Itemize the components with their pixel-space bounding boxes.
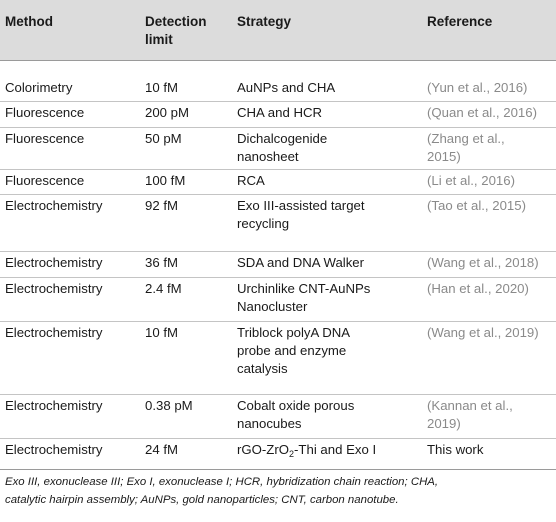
cell-strategy-line: Dichalcogenide bbox=[237, 131, 328, 146]
cell-method: Fluorescence bbox=[5, 173, 85, 188]
cell-strategy: rGO-ZrO2-Thi and Exo I bbox=[237, 441, 376, 459]
cell-method: Fluorescence bbox=[5, 105, 85, 120]
row-divider bbox=[0, 101, 556, 102]
table-header-background bbox=[0, 0, 556, 60]
cell-method: Colorimetry bbox=[5, 80, 73, 95]
strategy-subscript: 2 bbox=[289, 449, 295, 459]
row-divider bbox=[0, 127, 556, 128]
cell-reference: This work bbox=[427, 442, 484, 457]
cell-strategy-line: AuNPs and CHA bbox=[237, 80, 336, 95]
cell-method: Electrochemistry bbox=[5, 442, 103, 457]
cell-strategy-line: SDA and DNA Walker bbox=[237, 255, 365, 270]
footnote-line-2: catalytic hairpin assembly; AuNPs, gold … bbox=[5, 494, 399, 506]
cell-reference-line: (Yun et al., 2016) bbox=[427, 80, 528, 95]
cell-detection-limit: 0.38 pM bbox=[145, 398, 193, 413]
cell-detection-limit: 36 fM bbox=[145, 255, 178, 270]
cell-detection-limit: 24 fM bbox=[145, 442, 178, 457]
cell-detection-limit: 10 fM bbox=[145, 325, 178, 340]
row-divider bbox=[0, 194, 556, 195]
table-bottom-rule bbox=[0, 469, 556, 470]
cell-reference-line: (Zhang et al., bbox=[427, 131, 505, 146]
cell-detection-limit: 10 fM bbox=[145, 80, 178, 95]
cell-strategy-line: probe and enzyme bbox=[237, 343, 347, 358]
cell-method: Electrochemistry bbox=[5, 198, 103, 213]
cell-strategy-line: Exo III-assisted target bbox=[237, 198, 365, 213]
cell-detection-limit: 2.4 fM bbox=[145, 281, 182, 296]
row-divider bbox=[0, 321, 556, 322]
cell-method: Fluorescence bbox=[5, 131, 85, 146]
cell-detection-limit: 100 fM bbox=[145, 173, 186, 188]
header-method: Method bbox=[5, 14, 53, 29]
header-reference: Reference bbox=[427, 14, 493, 29]
cell-reference-line: (Li et al., 2016) bbox=[427, 173, 515, 188]
header-strategy: Strategy bbox=[237, 14, 292, 29]
header-detection-limit-line2: limit bbox=[145, 32, 173, 47]
cell-method: Electrochemistry bbox=[5, 281, 103, 296]
header-divider bbox=[0, 60, 556, 61]
cell-strategy-line: RCA bbox=[237, 173, 265, 188]
cell-method: Electrochemistry bbox=[5, 398, 103, 413]
row-divider bbox=[0, 169, 556, 170]
cell-method: Electrochemistry bbox=[5, 255, 103, 270]
cell-strategy-line: Cobalt oxide porous bbox=[237, 398, 355, 413]
cell-reference-line: (Han et al., 2020) bbox=[427, 281, 529, 296]
cell-detection-limit: 92 fM bbox=[145, 198, 178, 213]
cell-strategy-line: Triblock polyA DNA bbox=[237, 325, 351, 340]
cell-detection-limit: 200 pM bbox=[145, 105, 189, 120]
cell-reference-line: (Tao et al., 2015) bbox=[427, 198, 526, 213]
cell-reference-line: (Quan et al., 2016) bbox=[427, 105, 537, 120]
table-footnote: Exo III, exonuclease III; Exo I, exonucl… bbox=[5, 473, 553, 509]
cell-strategy-line: nanocubes bbox=[237, 416, 302, 431]
cell-reference-line: (Wang et al., 2018) bbox=[427, 255, 539, 270]
cell-strategy-line: Urchinlike CNT-AuNPs bbox=[237, 281, 371, 296]
row-divider bbox=[0, 277, 556, 278]
cell-reference-line: (Kannan et al., bbox=[427, 398, 513, 413]
cell-method: Electrochemistry bbox=[5, 325, 103, 340]
cell-reference-line: 2015) bbox=[427, 149, 461, 164]
cell-detection-limit: 50 pM bbox=[145, 131, 182, 146]
cell-strategy-line: CHA and HCR bbox=[237, 105, 323, 120]
row-divider bbox=[0, 438, 556, 439]
footnote-line-1: Exo III, exonuclease III; Exo I, exonucl… bbox=[5, 476, 439, 488]
cell-strategy-line: catalysis bbox=[237, 361, 288, 376]
row-divider bbox=[0, 251, 556, 252]
cell-reference-line: 2019) bbox=[427, 416, 461, 431]
cell-strategy-line: recycling bbox=[237, 216, 290, 231]
row-divider bbox=[0, 394, 556, 395]
cell-strategy-line: Nanocluster bbox=[237, 299, 308, 314]
strategy-text: -Thi and Exo I bbox=[294, 442, 377, 457]
cell-strategy-line: nanosheet bbox=[237, 149, 299, 164]
cell-reference-line: (Wang et al., 2019) bbox=[427, 325, 539, 340]
header-detection-limit-line1: Detection bbox=[145, 14, 207, 29]
strategy-text: rGO-ZrO bbox=[237, 442, 290, 457]
